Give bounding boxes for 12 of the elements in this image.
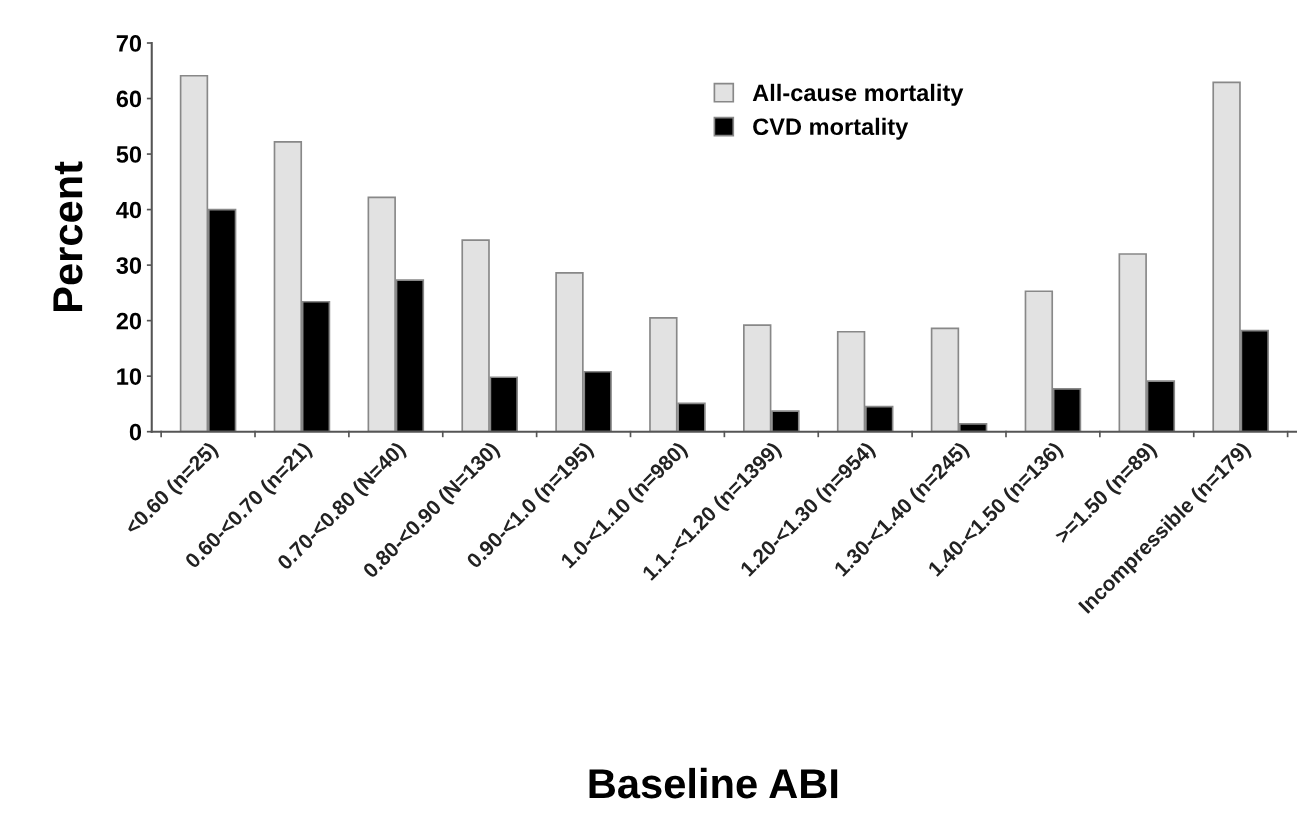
- y-tick-label: 40: [116, 201, 142, 219]
- legend-label: All-cause mortality: [752, 83, 964, 106]
- legend-label: CVD mortality: [753, 117, 909, 140]
- y-tick-label: 20: [116, 312, 142, 330]
- y-tick-label: 30: [116, 257, 142, 274]
- y-tick-label: 10: [117, 368, 142, 385]
- y-tick-label: 50: [116, 146, 142, 163]
- y-axis-title: Percent: [53, 161, 83, 311]
- x-axis-title: Baseline ABI: [589, 767, 838, 799]
- y-tick-label: 0: [129, 423, 142, 441]
- y-tick-label: 60: [116, 90, 142, 108]
- y-tick-label: 70: [116, 35, 142, 52]
